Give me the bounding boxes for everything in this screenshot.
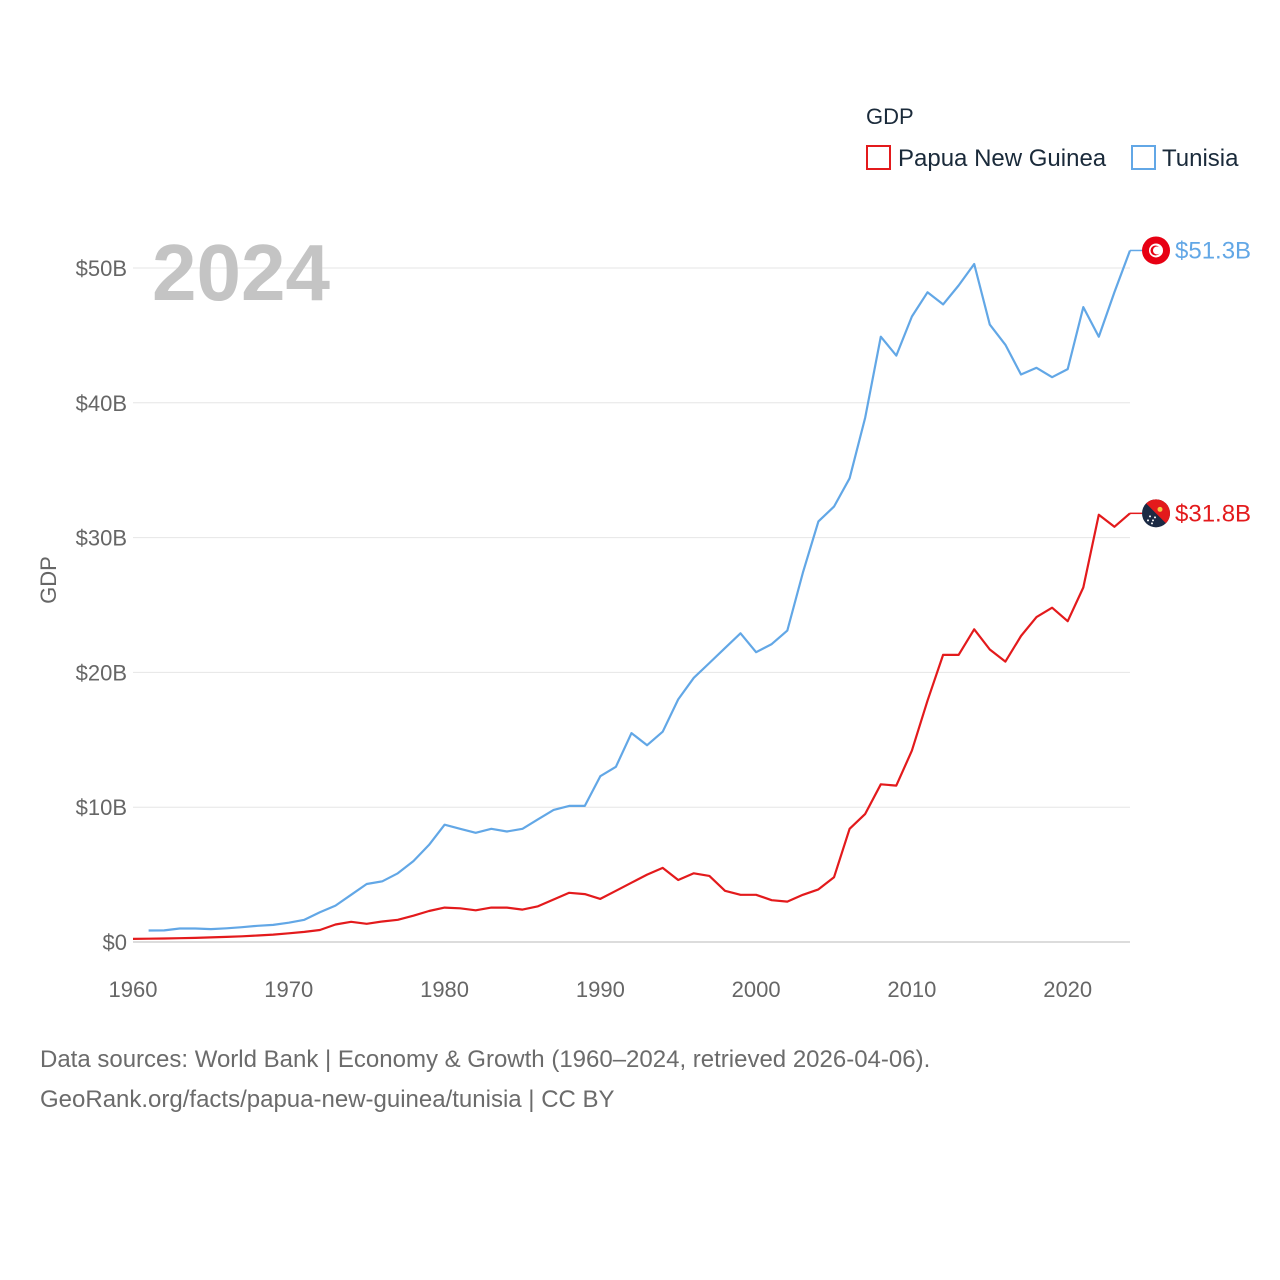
flag-marker-tunisia bbox=[1142, 236, 1170, 265]
legend-label-papua-new-guinea[interactable]: Papua New Guinea bbox=[898, 145, 1107, 172]
flag-star bbox=[1147, 519, 1149, 522]
year-label: 2024 bbox=[152, 228, 330, 317]
x-tick-label: 2020 bbox=[1043, 977, 1092, 1002]
flag-star bbox=[1149, 515, 1151, 518]
series-line-tunisia[interactable] bbox=[148, 250, 1132, 932]
y-tick-label: $50B bbox=[76, 256, 127, 281]
legend-swatch-papua-new-guinea[interactable] bbox=[866, 145, 891, 170]
flag-bird bbox=[1157, 506, 1163, 512]
y-tick-label: $40B bbox=[76, 391, 127, 416]
footer-sources: Data sources: World Bank | Economy & Gro… bbox=[40, 1046, 931, 1073]
x-tick-label: 2010 bbox=[887, 977, 936, 1002]
footer: Data sources: World Bank | Economy & Gro… bbox=[40, 1040, 930, 1120]
x-tick-label: 2000 bbox=[732, 977, 781, 1002]
flag-crescent-cut bbox=[1153, 246, 1161, 255]
legend: GDP Papua New Guinea Tunisia bbox=[866, 104, 1239, 172]
flag-star bbox=[1152, 519, 1154, 522]
x-axis-ticks: 1960 1970 1980 1990 2000 2010 2020 bbox=[109, 977, 1093, 1002]
series-lines bbox=[132, 250, 1132, 940]
legend-swatch-tunisia[interactable] bbox=[1131, 145, 1156, 170]
x-tick-label: 1980 bbox=[420, 977, 469, 1002]
end-value-label-papua-new-guinea: $31.8B bbox=[1175, 500, 1251, 527]
series-line-papua-new-guinea[interactable] bbox=[132, 512, 1131, 940]
y-tick-label: $20B bbox=[76, 660, 127, 685]
gridlines bbox=[133, 267, 1130, 943]
legend-label-tunisia[interactable]: Tunisia bbox=[1162, 145, 1239, 172]
flag-marker-papua-new-guinea bbox=[1142, 499, 1171, 528]
x-tick-label: 1960 bbox=[109, 977, 158, 1002]
flag-red-half bbox=[1146, 499, 1171, 524]
y-tick-label: $0 bbox=[103, 930, 127, 955]
y-axis-ticks: $0 $10B $20B $30B $40B $50B bbox=[76, 256, 127, 955]
y-tick-label: $10B bbox=[76, 795, 127, 820]
y-axis-title: GDP bbox=[36, 556, 61, 604]
gdp-line-chart: $0 $10B $20B $30B $40B $50B 1960 1970 1980 1990 2… bbox=[36, 104, 1251, 1002]
end-value-label-tunisia: $51.3B bbox=[1175, 237, 1251, 264]
legend-title: GDP bbox=[866, 104, 914, 129]
flag-star bbox=[1151, 522, 1153, 525]
x-tick-label: 1990 bbox=[576, 977, 625, 1002]
x-tick-label: 1970 bbox=[264, 977, 313, 1002]
end-markers: $31.8B $51.3B bbox=[1130, 236, 1251, 528]
y-tick-label: $30B bbox=[76, 526, 127, 551]
footer-link[interactable]: GeoRank.org/facts/papua-new-guinea/tunis… bbox=[40, 1086, 615, 1113]
flag-star bbox=[1154, 516, 1156, 519]
